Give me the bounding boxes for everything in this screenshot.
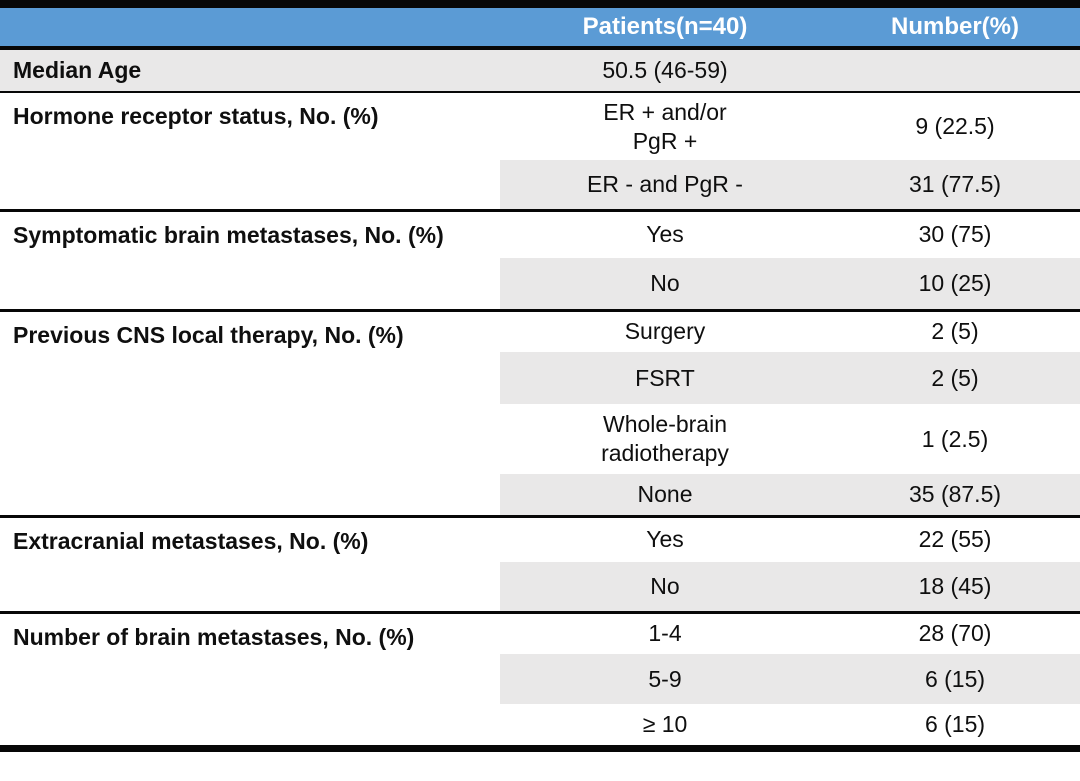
- section-extracranial-metastases: Extracranial metastases, No. (%) Yes 22 …: [0, 516, 1080, 612]
- number-cell: 2 (5): [830, 352, 1080, 404]
- patients-cell: ER - and PgR -: [500, 160, 830, 210]
- section-label: Extracranial metastases, No. (%): [0, 516, 500, 612]
- table-row: Symptomatic brain metastases, No. (%) Ye…: [0, 210, 1080, 310]
- patients-cell: ≥ 10: [642, 710, 688, 737]
- section-label: Previous CNS local therapy, No. (%): [0, 310, 500, 516]
- number-cell: 6 (15): [830, 654, 1080, 704]
- table-row: ≥ 10 6 (15): [0, 704, 1080, 748]
- table-row: Number of brain metastases, No. (%) 1-4 …: [0, 612, 1080, 748]
- number-cell: 28 (70): [918, 620, 992, 647]
- number-cell: 22 (55): [918, 526, 992, 553]
- section-previous-cns-local-therapy: Previous CNS local therapy, No. (%) Surg…: [0, 310, 1080, 516]
- header-number: Number(%): [830, 4, 1080, 48]
- table-row: No 10 (25): [0, 258, 1080, 310]
- header-empty-cell: [0, 4, 500, 48]
- table-header-row: Patients(n=40) Number(%): [0, 4, 1080, 48]
- section-label: Symptomatic brain metastases, No. (%): [0, 210, 500, 310]
- table-row: 5-9 6 (15): [0, 654, 1080, 704]
- table-row: No 18 (45): [0, 562, 1080, 612]
- table-row: Median Age 50.5 (46-59): [0, 48, 1080, 92]
- patients-cell: None: [500, 474, 830, 516]
- patients-cell: 50.5 (46-59): [500, 48, 830, 92]
- table-row: Hormone receptor status, No. (%) ER + an…: [0, 92, 1080, 210]
- patients-cell: No: [500, 258, 830, 310]
- number-cell: 10 (25): [830, 258, 1080, 310]
- number-cell: 18 (45): [830, 562, 1080, 612]
- header-patients: Patients(n=40): [500, 4, 830, 48]
- table-row: ER - and PgR - 31 (77.5): [0, 160, 1080, 210]
- number-cell: 35 (87.5): [830, 474, 1080, 516]
- section-label: Hormone receptor status, No. (%): [0, 92, 500, 210]
- table-row: Whole-brain radiotherapy 1 (2.5): [0, 404, 1080, 474]
- section-number-of-brain-metastases: Number of brain metastases, No. (%) 1-4 …: [0, 612, 1080, 748]
- section-hormone-receptor-status: Hormone receptor status, No. (%) ER + an…: [0, 92, 1080, 210]
- patients-cell: Yes: [646, 526, 684, 553]
- section-symptomatic-brain-metastases: Symptomatic brain metastases, No. (%) Ye…: [0, 210, 1080, 310]
- number-cell: 30 (75): [918, 221, 992, 248]
- number-cell: 2 (5): [931, 318, 979, 345]
- patients-cell: 1-4: [648, 620, 682, 647]
- number-cell: 9 (22.5): [915, 113, 995, 140]
- patient-characteristics-table: Patients(n=40) Number(%) Median Age 50.5…: [0, 0, 1080, 752]
- number-cell: 6 (15): [924, 710, 986, 737]
- section-label: Number of brain metastases, No. (%): [0, 612, 500, 748]
- patients-cell: ER + and/or PgR +: [603, 98, 727, 154]
- patients-cell: Surgery: [624, 318, 706, 345]
- number-cell: 31 (77.5): [830, 160, 1080, 210]
- patients-cell: Yes: [646, 221, 684, 248]
- section-label: Median Age: [0, 48, 500, 92]
- patients-cell: 5-9: [500, 654, 830, 704]
- table-row: None 35 (87.5): [0, 474, 1080, 516]
- table-row: Previous CNS local therapy, No. (%) Surg…: [0, 310, 1080, 516]
- patients-cell: Whole-brain radiotherapy: [601, 411, 729, 466]
- section-median-age: Median Age 50.5 (46-59): [0, 48, 1080, 92]
- patients-cell: No: [500, 562, 830, 612]
- patients-cell: FSRT: [500, 352, 830, 404]
- number-cell: [830, 48, 1080, 92]
- table-row: FSRT 2 (5): [0, 352, 1080, 404]
- number-cell: 1 (2.5): [921, 425, 989, 452]
- table-row: Extracranial metastases, No. (%) Yes 22 …: [0, 516, 1080, 612]
- table-header: Patients(n=40) Number(%): [0, 4, 1080, 48]
